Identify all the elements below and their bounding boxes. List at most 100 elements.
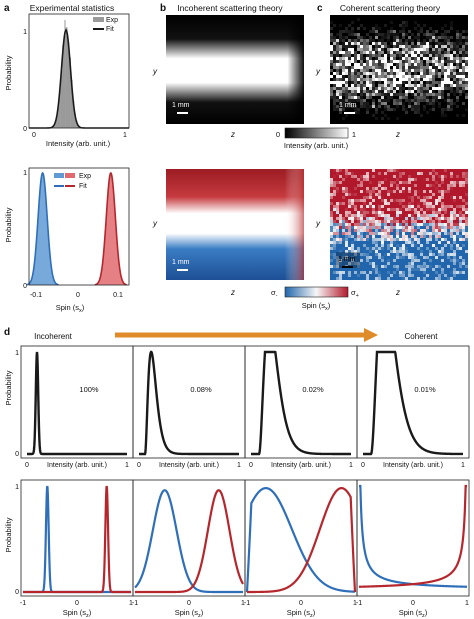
- speckle-pixel: [396, 184, 399, 187]
- speckle-pixel: [381, 214, 384, 217]
- speckle-pixel: [402, 199, 405, 202]
- speckle-pixel: [354, 214, 357, 217]
- speckle-pixel: [360, 208, 363, 211]
- speckle-pixel: [390, 238, 393, 241]
- speckle-pixel: [342, 172, 345, 175]
- speckle-pixel: [357, 220, 360, 223]
- speckle-pixel: [441, 87, 444, 90]
- speckle-pixel: [369, 196, 372, 199]
- speckle-pixel: [408, 81, 411, 84]
- speckle-pixel: [456, 33, 459, 36]
- speckle-pixel: [420, 235, 423, 238]
- speckle-pixel: [372, 30, 375, 33]
- speckle-pixel: [348, 30, 351, 33]
- speckle-pixel: [339, 217, 342, 220]
- speckle-pixel: [354, 108, 357, 111]
- speckle-pixel: [393, 184, 396, 187]
- speckle-pixel: [384, 75, 387, 78]
- speckle-pixel: [435, 232, 438, 235]
- speckle-pixel: [396, 178, 399, 181]
- speckle-pixel: [402, 226, 405, 229]
- speckle-pixel: [426, 190, 429, 193]
- speckle-pixel: [456, 268, 459, 271]
- speckle-pixel: [330, 90, 333, 93]
- speckle-pixel: [378, 184, 381, 187]
- speckle-pixel: [411, 90, 414, 93]
- speckle-pixel: [462, 226, 465, 229]
- hist-bar: [60, 70, 63, 128]
- speckle-pixel: [336, 48, 339, 51]
- speckle-pixel: [420, 72, 423, 75]
- speckle-pixel: [384, 208, 387, 211]
- speckle-pixel: [447, 102, 450, 105]
- speckle-pixel: [366, 78, 369, 81]
- speckle-pixel: [423, 75, 426, 78]
- speckle-pixel: [435, 81, 438, 84]
- speckle-pixel: [378, 265, 381, 268]
- heatmap-c-top: [330, 18, 468, 120]
- ylabel-b-bottom: y: [152, 219, 158, 228]
- speckle-pixel: [390, 78, 393, 81]
- speckle-pixel: [462, 169, 465, 172]
- speckle-pixel: [381, 84, 384, 87]
- speckle-pixel: [411, 63, 414, 66]
- speckle-pixel: [402, 187, 405, 190]
- speckle-pixel: [417, 214, 420, 217]
- speckle-pixel: [357, 277, 360, 280]
- speckle-pixel: [408, 69, 411, 72]
- legend-exp-swatch-blue: [54, 173, 64, 178]
- speckle-pixel: [462, 72, 465, 75]
- speckle-pixel: [354, 175, 357, 178]
- speckle-pixel: [465, 265, 468, 268]
- speckle-pixel: [426, 181, 429, 184]
- speckle-pixel: [354, 169, 357, 172]
- ytick-a-top-0: 0: [23, 126, 27, 133]
- speckle-pixel: [447, 51, 450, 54]
- speckle-pixel: [384, 241, 387, 244]
- speckle-pixel: [393, 265, 396, 268]
- speckle-pixel: [369, 229, 372, 232]
- speckle-pixel: [357, 190, 360, 193]
- speckle-pixel: [459, 87, 462, 90]
- speckle-pixel: [453, 190, 456, 193]
- speckle-pixel: [342, 223, 345, 226]
- speckle-pixel: [363, 84, 366, 87]
- speckle-pixel: [402, 102, 405, 105]
- speckle-pixel: [447, 81, 450, 84]
- speckle-pixel: [363, 229, 366, 232]
- speckle-pixel: [369, 66, 372, 69]
- speckle-pixel: [330, 36, 333, 39]
- speckle-pixel: [465, 229, 468, 232]
- speckle-pixel: [411, 259, 414, 262]
- speckle-pixel: [453, 220, 456, 223]
- speckle-pixel: [387, 220, 390, 223]
- speckle-pixel: [411, 274, 414, 277]
- speckle-pixel: [417, 45, 420, 48]
- speckle-pixel: [339, 81, 342, 84]
- ytick-d-top: 1: [15, 350, 19, 357]
- speckle-pixel: [399, 196, 402, 199]
- speckle-pixel: [354, 39, 357, 42]
- speckle-pixel: [369, 54, 372, 57]
- speckle-pixel: [426, 45, 429, 48]
- speckle-pixel: [459, 271, 462, 274]
- speckle-pixel: [432, 48, 435, 51]
- speckle-pixel: [399, 69, 402, 72]
- axes-d-top: [356, 345, 470, 459]
- legend-exp-a-top: Exp: [106, 17, 118, 24]
- speckle-pixel: [339, 30, 342, 33]
- speckle-pixel: [462, 265, 465, 268]
- colorbar-intensity-max: 1: [352, 130, 356, 139]
- speckle-pixel: [360, 232, 363, 235]
- speckle-pixel: [432, 45, 435, 48]
- speckle-pixel: [336, 84, 339, 87]
- speckle-pixel: [405, 21, 408, 24]
- speckle-pixel: [390, 63, 393, 66]
- speckle-pixel: [414, 226, 417, 229]
- speckle-pixel: [351, 271, 354, 274]
- speckle-pixel: [444, 208, 447, 211]
- speckle-pixel: [444, 217, 447, 220]
- speckle-pixel: [408, 181, 411, 184]
- coherence-percent: 100%: [79, 385, 99, 394]
- speckle-pixel: [345, 229, 348, 232]
